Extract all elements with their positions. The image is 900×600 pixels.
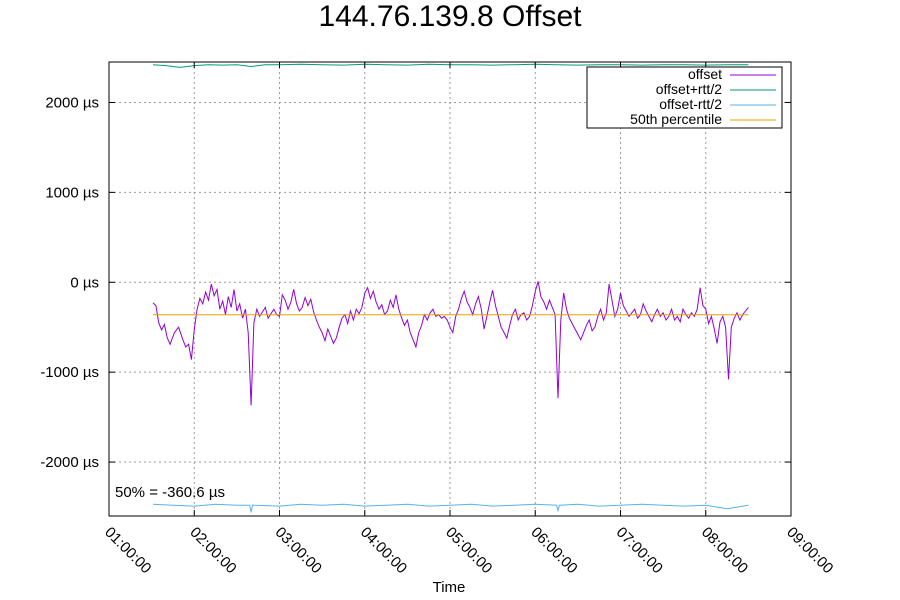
x-tick-label: 02:00:00 (186, 524, 239, 577)
series-layer (152, 63, 749, 513)
x-tick-label: 07:00:00 (613, 524, 666, 577)
legend-box (586, 66, 783, 129)
x-tick-label: 04:00:00 (357, 524, 410, 577)
y-tick-label: 0 µs (70, 274, 99, 291)
x-tick-label: 06:00:00 (527, 524, 580, 577)
legend-label-offset-plus-rtt: offset+rtt/2 (656, 81, 722, 97)
grid-layer (109, 62, 791, 516)
x-tick-label: 01:00:00 (101, 524, 154, 577)
percentile-annotation: 50% = -360.6 µs (115, 484, 225, 501)
legend-label-offset-minus-rtt: offset-rtt/2 (659, 96, 722, 112)
legend-label-50th-percentile: 50th percentile (630, 111, 722, 127)
y-tick-label: -1000 µs (40, 364, 99, 381)
series-line-offset (152, 281, 749, 406)
x-tick-label: 09:00:00 (783, 524, 836, 577)
x-axis-label: Time (433, 579, 466, 596)
series-line-offset-rtt-2 (152, 503, 749, 513)
x-tick-label: 03:00:00 (272, 524, 325, 577)
chart-title: 144.76.139.8 Offset (319, 0, 583, 33)
x-tick-label: 05:00:00 (442, 524, 495, 577)
legend-label-offset: offset (688, 66, 722, 82)
series-line-offset-rtt-2 (152, 63, 749, 68)
y-tick-label: -2000 µs (40, 454, 99, 471)
x-tick-label: 08:00:00 (698, 524, 751, 577)
legend: offset offset+rtt/2 offset-rtt/2 50th pe… (586, 66, 783, 129)
y-tick-label: 1000 µs (45, 184, 99, 201)
y-tick-label: 2000 µs (45, 94, 99, 111)
